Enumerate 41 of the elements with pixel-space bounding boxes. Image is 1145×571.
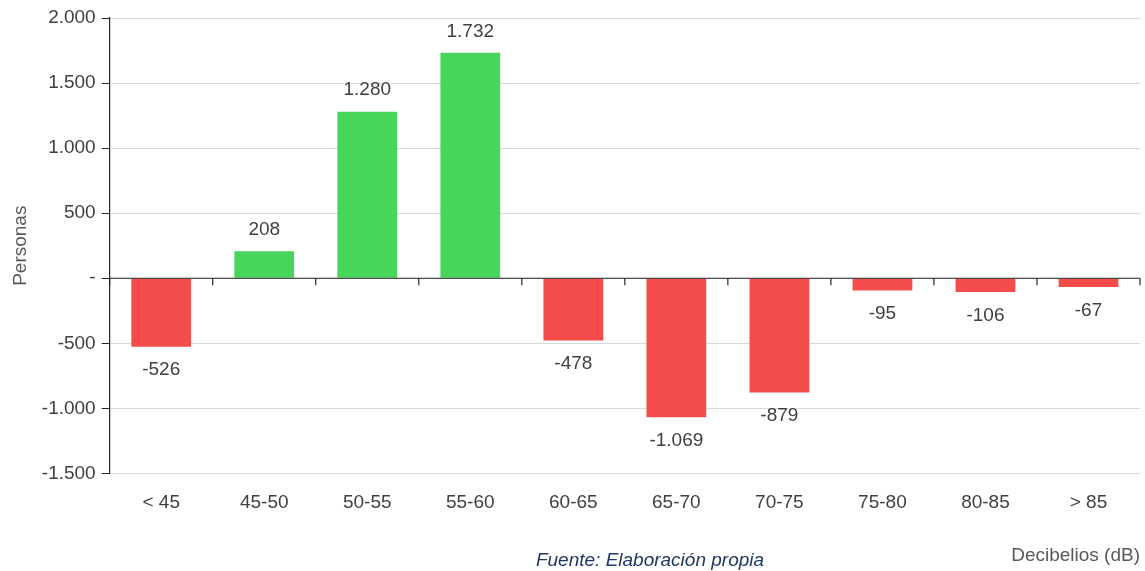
bar <box>337 111 398 278</box>
x-tick-label: 65-70 <box>652 491 701 513</box>
data-label: -95 <box>868 302 897 324</box>
bar <box>440 52 501 278</box>
data-label: -106 <box>966 303 1005 325</box>
y-tick-label: -1.500 <box>41 461 96 483</box>
data-label: -879 <box>760 404 799 426</box>
y-axis-title: Personas <box>8 205 30 286</box>
x-tick-label: 75-80 <box>858 491 907 513</box>
y-tick-label: 1.000 <box>48 136 96 158</box>
x-tick-label: 50-55 <box>342 491 392 513</box>
y-tick-label: 2.000 <box>48 6 96 28</box>
x-tick-label: 45-50 <box>239 491 289 513</box>
bar <box>646 278 707 418</box>
y-tick-label: 1.500 <box>48 71 96 93</box>
data-label: -478 <box>554 352 593 374</box>
bar <box>1058 278 1119 287</box>
data-label: 208 <box>248 217 281 239</box>
bar <box>543 278 604 341</box>
bar <box>955 278 1016 293</box>
x-tick-label: 60-65 <box>549 491 598 513</box>
x-axis-title: Decibelios (dB) <box>1011 543 1140 565</box>
bar <box>852 278 913 291</box>
y-tick-label: 500 <box>63 201 96 223</box>
x-tick-label: > 85 <box>1069 491 1108 513</box>
data-label: 1.732 <box>446 19 495 41</box>
source-note: Fuente: Elaboración propia <box>535 548 765 570</box>
data-label: -526 <box>142 358 181 380</box>
bar <box>234 251 295 278</box>
data-label: -1.069 <box>649 429 704 451</box>
y-tick-label: -500 <box>57 331 96 353</box>
y-tick-label: -1.000 <box>41 396 96 418</box>
x-tick-label: 55-60 <box>445 491 495 513</box>
y-tick-label: - <box>89 266 96 288</box>
x-tick-label: 80-85 <box>961 491 1010 513</box>
x-tick-label: < 45 <box>142 491 180 513</box>
bar <box>749 278 810 393</box>
x-tick-label: 70-75 <box>755 491 804 513</box>
data-label: 1.280 <box>343 78 392 100</box>
data-label: -67 <box>1074 298 1103 320</box>
bar <box>131 278 192 347</box>
